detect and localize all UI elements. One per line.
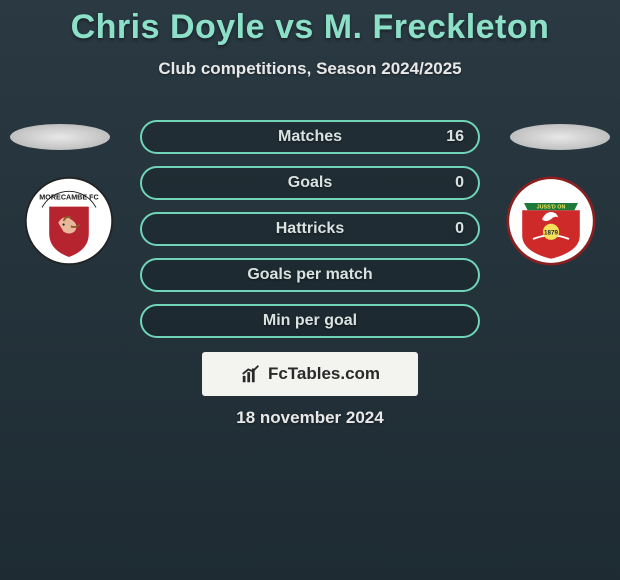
svg-text:MORECAMBE FC: MORECAMBE FC xyxy=(39,192,99,201)
svg-text:JUSS'D ON: JUSS'D ON xyxy=(537,204,566,210)
swindon-badge-icon: JUSS'D ON 1879 xyxy=(506,176,596,266)
stat-row-hattricks: Hattricks 0 xyxy=(140,212,480,246)
stat-value-right: 16 xyxy=(446,128,464,146)
player-ellipse-right xyxy=(510,124,610,150)
club-badge-right: JUSS'D ON 1879 xyxy=(506,176,596,266)
club-badge-left: MORECAMBE FC xyxy=(24,176,114,266)
stat-row-mpg: Min per goal xyxy=(140,304,480,338)
stat-row-matches: Matches 16 xyxy=(140,120,480,154)
subtitle: Club competitions, Season 2024/2025 xyxy=(0,59,620,79)
stat-value-right: 0 xyxy=(455,220,464,238)
stat-row-gpm: Goals per match xyxy=(140,258,480,292)
stat-row-goals: Goals 0 xyxy=(140,166,480,200)
stat-value-right: 0 xyxy=(455,174,464,192)
brand-attribution[interactable]: FcTables.com xyxy=(202,352,418,396)
page-title: Chris Doyle vs M. Freckleton xyxy=(0,0,620,47)
svg-text:1879: 1879 xyxy=(544,230,559,237)
brand-text: FcTables.com xyxy=(268,364,380,384)
chart-icon xyxy=(240,363,262,385)
morecambe-badge-icon: MORECAMBE FC xyxy=(24,176,114,266)
stat-label: Goals xyxy=(288,174,332,192)
player-ellipse-left xyxy=(10,124,110,150)
stat-label: Matches xyxy=(278,128,342,146)
stat-label: Hattricks xyxy=(276,220,344,238)
stats-panel: Matches 16 Goals 0 Hattricks 0 Goals per… xyxy=(140,120,480,350)
date-label: 18 november 2024 xyxy=(0,408,620,428)
stat-label: Goals per match xyxy=(247,266,372,284)
stat-label: Min per goal xyxy=(263,312,357,330)
